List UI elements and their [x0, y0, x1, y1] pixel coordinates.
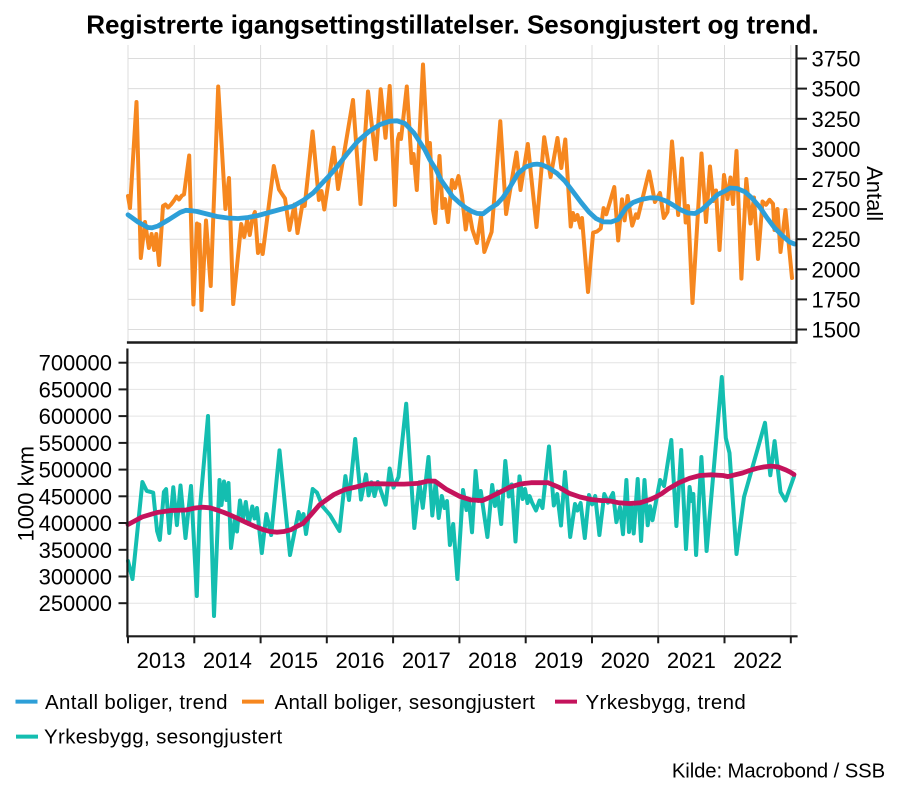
- svg-text:3500: 3500: [812, 77, 861, 102]
- svg-text:Registrerte igangsettingstilla: Registrerte igangsettingstillatelser. Se…: [86, 10, 819, 40]
- svg-text:2018: 2018: [468, 648, 517, 673]
- svg-text:550000: 550000: [39, 431, 112, 456]
- svg-text:2750: 2750: [812, 167, 861, 192]
- svg-text:2022: 2022: [733, 648, 782, 673]
- svg-text:Antall: Antall: [862, 166, 887, 221]
- svg-text:2000: 2000: [812, 257, 861, 282]
- svg-text:2016: 2016: [336, 648, 385, 673]
- svg-text:3750: 3750: [812, 47, 861, 72]
- svg-text:3250: 3250: [812, 107, 861, 132]
- svg-text:450000: 450000: [39, 484, 112, 509]
- svg-text:2019: 2019: [534, 648, 583, 673]
- svg-text:2500: 2500: [812, 197, 861, 222]
- svg-text:Antall boliger, trend: Antall boliger, trend: [45, 691, 228, 714]
- svg-text:Antall boliger, sesongjustert: Antall boliger, sesongjustert: [275, 691, 536, 714]
- svg-text:Kilde: Macrobond / SSB: Kilde: Macrobond / SSB: [672, 761, 885, 783]
- svg-text:1500: 1500: [812, 318, 861, 343]
- svg-text:2013: 2013: [137, 648, 186, 673]
- svg-text:Yrkesbygg, sesongjustert: Yrkesbygg, sesongjustert: [44, 726, 283, 749]
- svg-text:300000: 300000: [39, 565, 112, 590]
- svg-text:2250: 2250: [812, 227, 861, 252]
- svg-text:250000: 250000: [39, 591, 112, 616]
- svg-text:350000: 350000: [39, 538, 112, 563]
- svg-text:1000 kvm: 1000 kvm: [13, 446, 38, 541]
- svg-text:2020: 2020: [601, 648, 650, 673]
- svg-text:3000: 3000: [812, 137, 861, 162]
- svg-text:2021: 2021: [667, 648, 716, 673]
- svg-text:500000: 500000: [39, 458, 112, 483]
- svg-text:2014: 2014: [203, 648, 252, 673]
- svg-text:700000: 700000: [39, 351, 112, 376]
- svg-text:2017: 2017: [402, 648, 451, 673]
- svg-text:600000: 600000: [39, 404, 112, 429]
- svg-text:Yrkesbygg, trend: Yrkesbygg, trend: [586, 691, 747, 714]
- svg-text:1750: 1750: [812, 287, 861, 312]
- svg-text:2015: 2015: [269, 648, 318, 673]
- svg-text:650000: 650000: [39, 377, 112, 402]
- svg-text:400000: 400000: [39, 511, 112, 536]
